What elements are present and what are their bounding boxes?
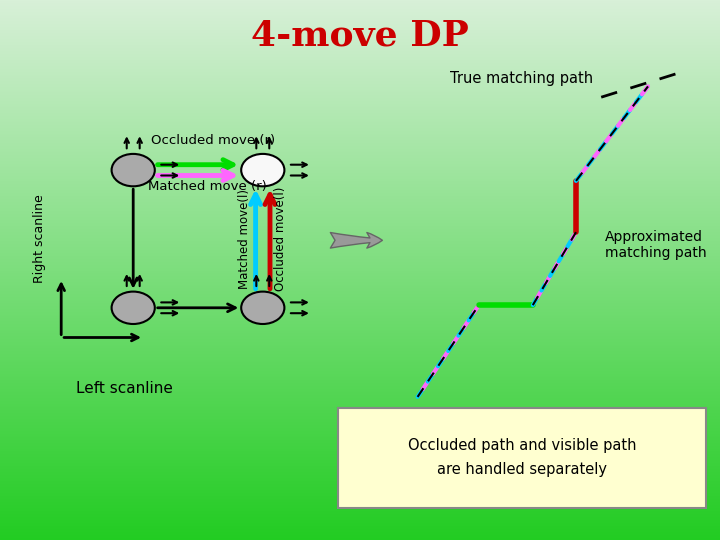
Text: Occluded move(l): Occluded move(l) [274,187,287,291]
Text: True matching path: True matching path [450,71,593,86]
Text: Matched move (r): Matched move (r) [148,180,266,193]
Text: Matched move(l): Matched move(l) [238,189,251,289]
Circle shape [112,154,155,186]
Text: Occluded path and visible path
are handled separately: Occluded path and visible path are handl… [408,438,636,477]
FancyBboxPatch shape [338,408,706,508]
Circle shape [241,292,284,324]
Text: Left scanline: Left scanline [76,381,173,396]
Text: Right scanline: Right scanline [33,194,46,284]
Text: Approximated
matching path: Approximated matching path [605,230,706,260]
Circle shape [241,154,284,186]
Text: 4-move DP: 4-move DP [251,18,469,52]
Circle shape [112,292,155,324]
Text: Occluded move (r): Occluded move (r) [151,134,275,147]
